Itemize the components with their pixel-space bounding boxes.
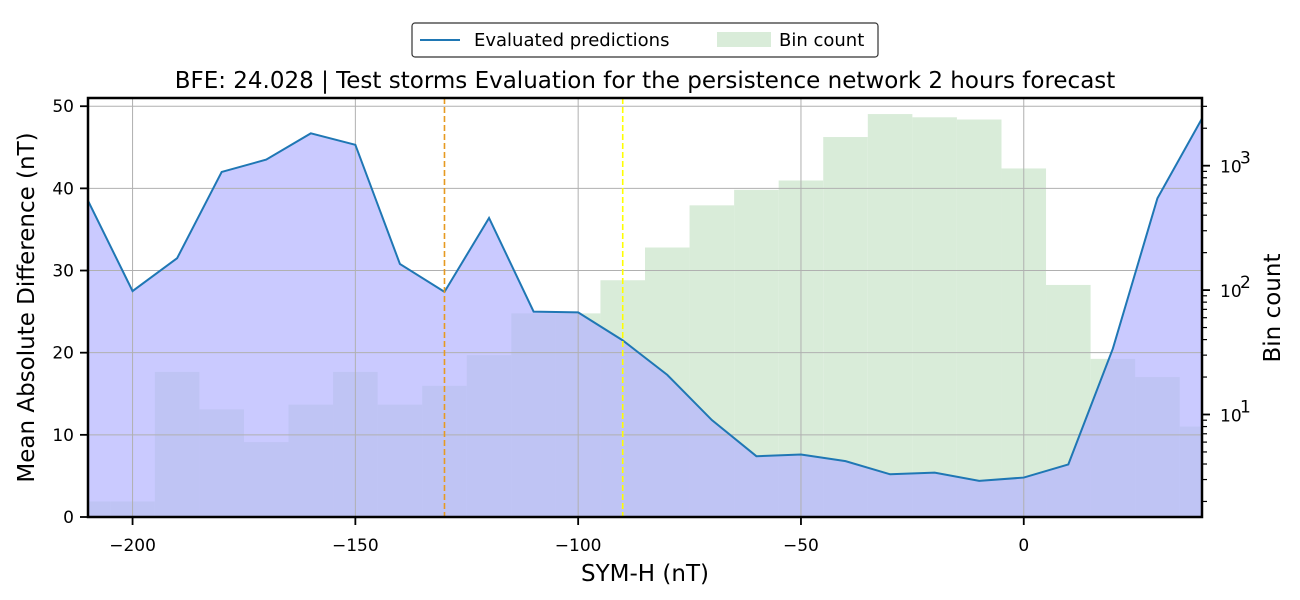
x-tick-label: −150 <box>332 536 379 556</box>
bin-count-bar <box>912 117 957 517</box>
chart-title: BFE: 24.028 | Test storms Evaluation for… <box>175 68 1116 94</box>
y2-tick-label: 10 <box>1220 158 1242 178</box>
y2-tick-exponent: 1 <box>1240 397 1251 417</box>
legend-label-evaluated-predictions: Evaluated predictions <box>474 30 669 51</box>
y-tick-label: 50 <box>52 97 74 117</box>
legend: Evaluated predictions Bin count <box>411 22 879 58</box>
mae-series <box>87 118 1203 482</box>
y2-tick-exponent: 2 <box>1240 273 1251 293</box>
y-tick-label: 30 <box>52 262 74 282</box>
y-tick-label: 40 <box>52 179 74 199</box>
y2-tick-label: 10 <box>1220 282 1242 302</box>
mae-fill-area <box>88 118 1202 517</box>
mae-area <box>88 118 1202 517</box>
mae-line <box>87 118 1203 482</box>
x-axis-label: SYM-H (nT) <box>581 561 709 587</box>
y-tick-label: 0 <box>63 508 74 528</box>
y-axis-label: Mean Absolute Difference (nT) <box>14 132 40 482</box>
x-tick-label: −50 <box>783 536 819 556</box>
y2-tick-exponent: 3 <box>1240 149 1251 169</box>
x-tick-label: −200 <box>109 536 156 556</box>
x-tick-label: 0 <box>1018 536 1029 556</box>
y-tick-label: 20 <box>52 344 74 364</box>
bin-count-bar <box>956 119 1002 518</box>
x-tick-label: −100 <box>555 536 602 556</box>
grid <box>88 98 1202 518</box>
legend-box <box>411 22 879 58</box>
plot-frame <box>86 96 1204 519</box>
legend-swatch-bin-count <box>717 32 771 47</box>
bin-count-bar <box>867 114 913 517</box>
y-axis-left: 0 10 20 30 40 50 <box>52 97 88 528</box>
legend-label-bin-count: Bin count <box>779 30 864 51</box>
x-axis: −200 −150 −100 −50 0 <box>109 517 1029 556</box>
reference-lines <box>443 98 624 517</box>
y2-tick-label: 10 <box>1220 406 1242 426</box>
y2-axis-label: Bin count <box>1260 254 1286 363</box>
y-tick-label: 10 <box>52 426 74 446</box>
bin-count-bar <box>823 137 868 517</box>
